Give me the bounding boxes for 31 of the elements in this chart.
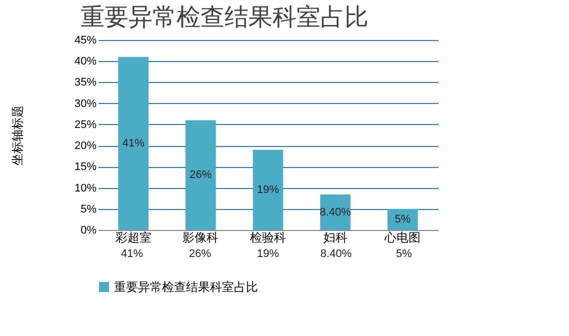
y-tick-label: 25% [74, 118, 97, 131]
legend-label: 重要异常检查结果科室占比 [114, 280, 258, 294]
text: 8.40% [320, 248, 352, 260]
y-axis-title: 坐标轴标题 [10, 106, 24, 166]
bar [118, 56, 148, 230]
text: 8.40% [320, 206, 351, 218]
text: 26% [188, 248, 212, 260]
text: 5% [396, 248, 412, 260]
y-tick-label: 30% [74, 98, 97, 110]
x-tick-label: 妇科 [323, 230, 348, 244]
y-tick-label: 10% [74, 182, 97, 194]
y-tick-label: 45% [74, 34, 97, 46]
x-tick-label: 彩超室 [115, 230, 152, 244]
y-tick-label: 40% [74, 56, 97, 68]
bar [252, 150, 284, 230]
y-tick-label: 20% [74, 140, 97, 152]
x-tick-label: 检验科 [250, 230, 286, 244]
chart-title: 重要异常检查结果科室占比 [80, 4, 368, 31]
y-tick-label: 15% [74, 161, 97, 174]
y-tick-label: 5% [80, 203, 97, 216]
text: 19% [256, 248, 280, 260]
x-tick-label: 心电图 [384, 230, 421, 244]
x-tick-label: 影像科 [182, 230, 219, 244]
text: 5% [394, 213, 411, 226]
text: 41% [122, 137, 144, 150]
text: 26% [190, 169, 212, 182]
y-tick-label: 0% [80, 224, 97, 236]
text: 41% [120, 248, 144, 260]
text: 19% [256, 184, 280, 196]
bar [186, 120, 216, 230]
y-tick-label: 35% [74, 76, 97, 89]
